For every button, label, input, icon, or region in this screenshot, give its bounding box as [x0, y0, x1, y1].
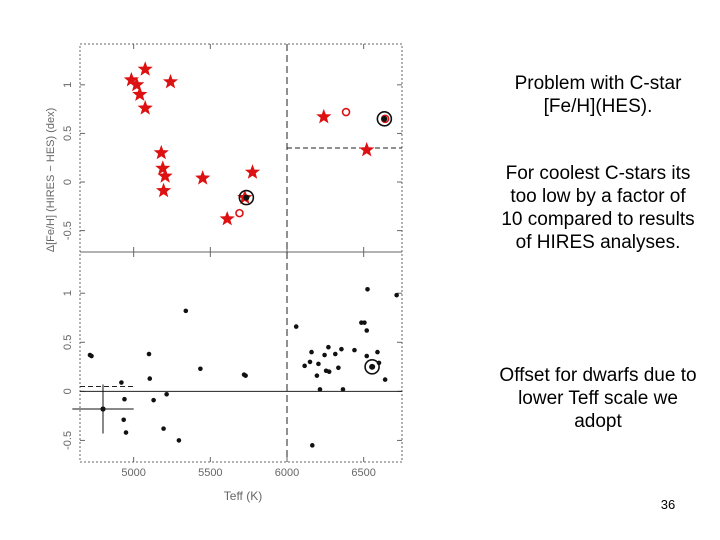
red-star-point [157, 168, 173, 183]
red-star-point [156, 182, 172, 198]
black-dot-point [302, 363, 307, 369]
open-circle-point [235, 208, 244, 218]
red-star-point [162, 73, 179, 89]
black-dot-point [314, 373, 320, 378]
black-dot-point [243, 373, 248, 378]
y-tick-label: -0.5 [62, 431, 74, 450]
ringed-point-center [369, 363, 376, 370]
dwarf-offset-text: Offset for dwarfs due to lower Teff scal… [499, 365, 697, 432]
black-dot-point [122, 396, 127, 402]
slide-number: 36 [660, 497, 676, 512]
ringed-point-center [381, 115, 388, 122]
black-dot-point [89, 353, 94, 359]
open-circle-point [341, 107, 351, 117]
red-star-point [137, 61, 153, 76]
panel-frame-bottom [79, 251, 403, 463]
black-dot-point [339, 346, 344, 352]
black-dot-point [198, 366, 203, 372]
black-dot-point [326, 369, 332, 375]
black-dot-point [176, 438, 182, 443]
black-dot-point [326, 344, 331, 350]
black-dot-point [340, 387, 346, 392]
coolest-cstars-text: For coolest C-stars its too low by a fac… [501, 163, 695, 253]
red-star-point [244, 164, 261, 179]
y-tick-label: 1 [62, 290, 74, 296]
black-dot-point [119, 380, 124, 385]
black-dot-point [365, 286, 370, 292]
red-star-point [219, 211, 235, 226]
black-dot-point [146, 351, 152, 357]
black-dot-point [333, 351, 338, 357]
black-dot-point [394, 292, 399, 298]
x-axis-label: Teff (K) [224, 489, 262, 503]
x-tick-label: 6000 [275, 467, 299, 479]
black-dot-point [310, 443, 315, 448]
black-dot-point [316, 361, 321, 367]
black-dot-point [322, 352, 327, 358]
red-star-point [129, 76, 145, 92]
y-tick-label: 0.5 [62, 126, 74, 141]
black-dot-point [317, 387, 323, 392]
black-dot-point [362, 320, 367, 325]
y-tick-label: -0.5 [62, 221, 74, 240]
black-dot-point [364, 328, 370, 333]
x-tick-label: 5000 [121, 467, 145, 479]
y-tick-label: 0 [62, 179, 74, 185]
black-dot-point [293, 324, 299, 329]
red-star-point [123, 72, 139, 87]
black-dot-point [161, 426, 166, 431]
black-dot-point [352, 347, 357, 353]
red-star-point [155, 160, 171, 175]
black-dot-point [164, 391, 169, 397]
black-dot-point [375, 349, 380, 355]
x-tick-label: 6500 [351, 467, 375, 479]
black-dot-point [364, 353, 370, 359]
red-star-point [359, 141, 375, 157]
error-bar-point [100, 406, 106, 412]
ringed-point-ring [376, 111, 393, 127]
black-dot-point [151, 397, 156, 403]
red-star-point [153, 144, 169, 160]
y-tick-label: 0.5 [62, 335, 74, 350]
ringed-point-ring [364, 359, 380, 375]
black-dot-point [336, 365, 341, 371]
black-dot-point [123, 430, 129, 435]
black-dot-point [183, 308, 189, 314]
black-dot-point [147, 376, 153, 381]
red-star-point [195, 170, 211, 185]
black-dot-point [382, 377, 388, 382]
y-tick-label: 1 [62, 82, 74, 88]
x-tick-label: 5500 [198, 467, 222, 479]
black-dot-point [309, 349, 314, 355]
y-axis-label: Δ[Fe/H] (HIRES − HES) (dex) [45, 108, 57, 253]
red-star-point [137, 100, 153, 115]
black-dot-point [307, 359, 313, 365]
black-dot-point [121, 417, 126, 423]
problem-heading-text: Problem with C-star [Fe/H](HES). [514, 73, 682, 117]
red-star-point [316, 108, 332, 124]
ringed-point-ring [238, 189, 255, 206]
red-star-point [132, 86, 148, 101]
plot-marks [72, 61, 399, 448]
plot-frame: -0.5 0 0.5 1 -0.5 0 0.5 1 5000 5500 6000 6500 [62, 43, 403, 479]
y-tick-label: 0 [62, 388, 74, 394]
ringed-point-center [243, 194, 250, 201]
